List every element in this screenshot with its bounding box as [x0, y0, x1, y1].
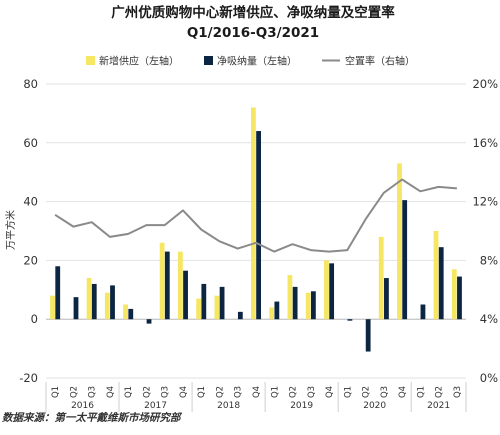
bar-supply — [451, 269, 457, 320]
x-tick-label-quarter: Q3 — [88, 386, 98, 398]
x-tick-label-quarter: Q4 — [252, 386, 262, 398]
x-tick-label-year: 2021 — [427, 401, 450, 411]
chart-title: 广州优质购物中心新增供应、净吸纳量及空置率 — [111, 4, 395, 21]
x-tick-label-quarter: Q3 — [453, 386, 463, 398]
y2-tick-label: 4% — [480, 312, 498, 326]
x-tick-label-quarter: Q1 — [416, 386, 426, 398]
x-tick-label-quarter: Q2 — [289, 386, 299, 398]
source-note: 数据来源：第一太平戴维斯市场研究部 — [2, 411, 183, 424]
bar-supply — [104, 292, 110, 320]
legend-swatch-supply — [86, 56, 95, 65]
y-tick-label: 0 — [31, 312, 38, 326]
bar-absorption — [310, 291, 316, 320]
y2-tick-label: 12% — [472, 195, 498, 209]
bar-absorption — [201, 283, 207, 320]
x-tick-label-quarter: Q3 — [161, 386, 171, 398]
bar-supply — [305, 292, 311, 320]
bar-supply — [177, 251, 183, 320]
bar-supply — [196, 298, 202, 320]
y2-tick-label: 20% — [472, 77, 498, 91]
bar-absorption — [365, 319, 371, 352]
bar-absorption — [438, 247, 444, 320]
bar-absorption — [146, 319, 152, 324]
y2-tick-label: 8% — [480, 253, 498, 267]
bar-absorption — [384, 278, 389, 320]
x-tick-label-quarter: Q2 — [435, 386, 445, 398]
bar-supply — [269, 307, 275, 320]
bar-absorption — [183, 270, 188, 320]
x-tick-label-quarter: Q2 — [69, 386, 79, 398]
x-tick-label-quarter: Q2 — [215, 386, 225, 398]
x-tick-label-year: 2016 — [71, 401, 94, 411]
bar-absorption — [237, 311, 243, 320]
x-tick-label-quarter: Q3 — [380, 386, 390, 398]
x-tick-label-year: 2019 — [290, 401, 313, 411]
legend-label-absorption: 净吸纳量（左轴） — [217, 55, 297, 68]
legend-label-vacancy: 空置率（右轴） — [345, 55, 415, 68]
bar-absorption — [128, 308, 134, 320]
bar-absorption — [274, 301, 280, 320]
bar-absorption — [402, 200, 408, 320]
legend: 新增供应（左轴） 净吸纳量（左轴） 空置率（右轴） — [86, 55, 415, 68]
bar-absorption — [256, 131, 261, 320]
y-tick-label: 80 — [23, 77, 38, 91]
x-tick-label-year: 2017 — [144, 401, 167, 411]
line-vacancy-rate — [54, 178, 457, 253]
x-tick-label-quarter: Q3 — [234, 386, 244, 398]
bar-absorption — [292, 286, 298, 320]
bar-supply — [378, 236, 384, 320]
x-tick-label-quarter: Q1 — [51, 386, 61, 398]
y-tick-label: -20 — [19, 371, 38, 385]
bar-absorption — [110, 285, 115, 320]
bar-absorption — [219, 286, 225, 320]
bar-absorption — [329, 263, 335, 320]
bar-supply — [251, 107, 256, 320]
bar-supply — [433, 231, 439, 320]
y-axis-label: 万平方米 — [4, 210, 17, 250]
x-tick-label-year: 2018 — [217, 401, 240, 411]
y2-tick-label: 0% — [480, 371, 498, 385]
legend-swatch-absorption — [204, 56, 213, 65]
x-tick-label-quarter: Q4 — [179, 386, 189, 398]
bars — [50, 107, 462, 352]
x-tick-label-quarter: Q4 — [325, 386, 335, 398]
x-tick-label-year: 2020 — [363, 401, 386, 411]
axes: -20 0 20 40 60 80 0% 4% 8% 12% 16% 20% Q1 Q2 Q3 Q4 Q1 Q2 Q… — [19, 77, 498, 412]
x-tick-label-quarter: Q4 — [106, 386, 116, 398]
chart-subtitle: Q1/2016-Q3/2021 — [187, 25, 319, 41]
bar-supply — [86, 278, 92, 320]
x-tick-label-quarter: Q2 — [362, 386, 372, 398]
bar-supply — [50, 295, 55, 320]
x-tick-label-quarter: Q1 — [197, 386, 207, 398]
bar-supply — [159, 242, 165, 320]
gridlines — [46, 83, 466, 379]
bar-absorption — [55, 266, 61, 320]
bar-supply — [287, 275, 293, 320]
bar-absorption — [347, 319, 353, 321]
x-tick-label-quarter: Q4 — [398, 386, 408, 398]
y-tick-label: 40 — [23, 195, 38, 209]
y-tick-label: 20 — [23, 253, 38, 267]
bar-absorption — [420, 304, 426, 320]
x-tick-label-quarter: Q1 — [270, 386, 280, 398]
x-tick-label-quarter: Q3 — [307, 386, 317, 398]
bar-supply — [324, 260, 329, 320]
y2-tick-label: 16% — [472, 136, 498, 150]
bar-absorption — [457, 276, 462, 320]
x-tick-label-quarter: Q2 — [142, 386, 152, 398]
legend-label-supply: 新增供应（左轴） — [99, 55, 179, 68]
bar-supply — [214, 295, 220, 320]
bar-supply — [397, 163, 402, 320]
y-tick-label: 60 — [23, 136, 38, 150]
bar-absorption — [73, 297, 79, 320]
bar-absorption — [164, 251, 170, 320]
x-tick-label-quarter: Q1 — [124, 386, 134, 398]
bar-supply — [123, 304, 128, 320]
bar-absorption — [91, 283, 97, 320]
x-tick-label-quarter: Q1 — [343, 386, 353, 398]
vacancy-line — [54, 178, 457, 253]
